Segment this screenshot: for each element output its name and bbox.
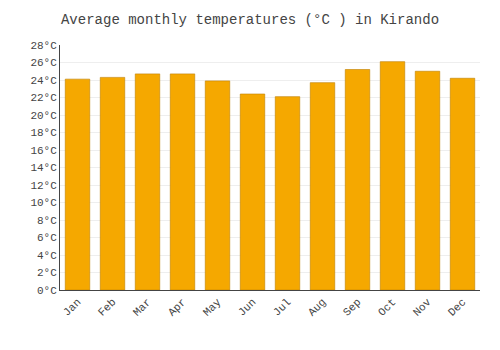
- svg-text:Oct: Oct: [376, 296, 398, 318]
- svg-text:Aug: Aug: [306, 296, 328, 318]
- svg-text:8°C: 8°C: [37, 215, 57, 227]
- svg-text:24°C: 24°C: [30, 75, 57, 87]
- svg-text:18°C: 18°C: [30, 127, 57, 139]
- svg-text:10°C: 10°C: [30, 197, 57, 209]
- svg-text:20°C: 20°C: [30, 110, 57, 122]
- svg-text:Nov: Nov: [411, 296, 434, 319]
- svg-text:Jan: Jan: [61, 296, 83, 318]
- svg-text:0°C: 0°C: [37, 285, 57, 297]
- svg-text:16°C: 16°C: [30, 145, 57, 157]
- svg-text:14°C: 14°C: [30, 162, 57, 174]
- svg-text:Dec: Dec: [446, 296, 468, 318]
- svg-text:Sep: Sep: [341, 296, 363, 318]
- svg-text:Jul: Jul: [271, 296, 293, 318]
- svg-text:22°C: 22°C: [30, 92, 57, 104]
- svg-text:Feb: Feb: [96, 296, 118, 318]
- svg-text:Apr: Apr: [166, 296, 188, 318]
- svg-text:12°C: 12°C: [30, 180, 57, 192]
- svg-text:26°C: 26°C: [30, 57, 57, 69]
- svg-text:4°C: 4°C: [37, 250, 57, 262]
- svg-text:Mar: Mar: [131, 296, 153, 318]
- svg-text:May: May: [201, 296, 224, 319]
- svg-text:6°C: 6°C: [37, 232, 57, 244]
- svg-text:2°C: 2°C: [37, 267, 57, 279]
- svg-text:Average monthly temperatures (: Average monthly temperatures (°C ) in Ki…: [61, 12, 439, 28]
- svg-text:Jun: Jun: [236, 296, 258, 318]
- svg-text:28°C: 28°C: [30, 40, 57, 52]
